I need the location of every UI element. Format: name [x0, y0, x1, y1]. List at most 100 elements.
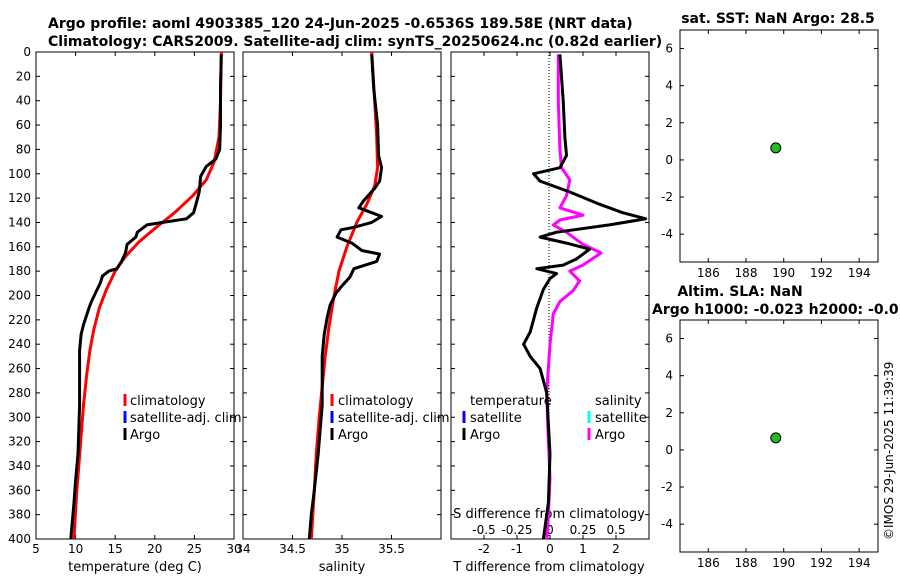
legend-temperature-heading: temperature [470, 394, 552, 409]
sla-map-xtick-label: 188 [735, 556, 758, 570]
s-diff-tick-label: -0.5 [472, 523, 495, 537]
sst-map-xtick-label: 190 [772, 266, 795, 280]
legend-s-argo-label: Argo [595, 428, 625, 443]
legend-climatology-label: climatology [338, 394, 414, 409]
sla-map-ytick-label: -4 [661, 517, 673, 531]
s-diff-tick-label: 0.25 [570, 523, 597, 537]
depth-tick-label: 0 [23, 45, 31, 59]
temperature-x-tick-label: 20 [147, 542, 162, 556]
s-diff-tick-label: 0.5 [606, 523, 625, 537]
sla-map-ytick-label: -2 [661, 480, 673, 494]
sst-map-xtick-label: 188 [735, 266, 758, 280]
legend-argo-label: Argo [130, 428, 160, 443]
temperature-x-tick-label: 10 [68, 542, 83, 556]
sst-title: sat. SST: NaN Argo: 28.5 [681, 11, 875, 27]
sla-map-ytick-label: 0 [665, 443, 673, 457]
difference-legend: temperature satellite Argo salinity sate… [462, 394, 647, 443]
salinity-x-tick-label: 35.5 [378, 542, 405, 556]
sla-map-xtick-label: 186 [697, 556, 720, 570]
tdiff-x-tick-label: 0 [546, 542, 554, 556]
salinity-xlabel: salinity [319, 560, 366, 575]
sla-map-ytick-label: 6 [665, 332, 673, 346]
legend-argo-label: Argo [338, 428, 368, 443]
timestamp: ©IMOS 29-Jun-2025 11:39:39 [882, 362, 896, 540]
s-diff-tick-label: -0.25 [501, 523, 532, 537]
title-line-1: Argo profile: aoml 4903385_120 24-Jun-20… [48, 16, 633, 32]
depth-tick-label: 20 [16, 69, 31, 83]
legend-satellite-label: satellite-adj. clim [338, 411, 450, 426]
sst-map-argo-point [770, 142, 782, 154]
sst-map-ytick-label: -4 [661, 227, 673, 241]
tdiff-x-tick-label: -2 [478, 542, 490, 556]
sla-map-xtick-label: 192 [810, 556, 833, 570]
temperature-xlabel: temperature (deg C) [68, 560, 202, 575]
depth-tick-label: 360 [8, 483, 31, 497]
depth-tick-label: 280 [8, 386, 31, 400]
title-line-2: Climatology: CARS2009. Satellite-adj cli… [48, 34, 662, 50]
s-diff-argo-line [545, 54, 603, 540]
tdiff-x-tick-label: 2 [612, 542, 620, 556]
legend-climatology-label: climatology [130, 394, 206, 409]
depth-tick-label: 100 [8, 167, 31, 181]
legend-satellite-label: satellite-adj. clim [130, 411, 242, 426]
salinity-argo-line [307, 54, 384, 540]
salinity-x-tick-label: 34.5 [279, 542, 306, 556]
tdiff-x-tick-label: 1 [579, 542, 587, 556]
sst-map-axes [679, 29, 879, 263]
tdiff-x-tick-label: -1 [511, 542, 523, 556]
s-diff-tick-label: 0 [546, 523, 554, 537]
temperature-argo-line [69, 54, 223, 540]
plot-marks: 0204060801001201401601802002202402602803… [8, 30, 878, 570]
temperature-x-tick-label: 25 [187, 542, 202, 556]
depth-tick-label: 240 [8, 337, 31, 351]
depth-tick-label: 120 [8, 191, 31, 205]
depth-tick-label: 380 [8, 508, 31, 522]
legend-t-satellite-label: satellite [470, 411, 522, 426]
temperature-x-tick-label: 30 [226, 542, 241, 556]
sst-map-xtick-label: 194 [848, 266, 871, 280]
sla-map-xtick-label: 194 [848, 556, 871, 570]
t-diff-xlabel: T difference from climatology [452, 560, 645, 575]
legend-salinity-heading: salinity [595, 394, 642, 409]
sst-map-ytick-label: 6 [665, 42, 673, 56]
depth-tick-label: 200 [8, 289, 31, 303]
depth-tick-label: 220 [8, 313, 31, 327]
temperature-legend: climatology satellite-adj. clim Argo [123, 394, 242, 443]
sst-map-xtick-label: 192 [810, 266, 833, 280]
sst-map-xtick-label: 186 [697, 266, 720, 280]
salinity-climatology-line [309, 51, 380, 540]
sla-map-axes [679, 319, 879, 553]
salinity-x-tick-label: 35 [334, 542, 349, 556]
depth-tick-label: 340 [8, 459, 31, 473]
sla-title-1: Altim. SLA: NaN [677, 284, 802, 300]
depth-tick-label: 60 [16, 118, 31, 132]
sla-map-argo-point [770, 432, 782, 444]
legend-s-satellite-label: satellite [595, 411, 647, 426]
sla-title-2: Argo h1000: -0.023 h2000: -0.014 [652, 302, 900, 318]
depth-tick-label: 300 [8, 410, 31, 424]
depth-tick-label: 160 [8, 240, 31, 254]
salinity-x-tick-label: 34 [235, 542, 250, 556]
sst-map-ytick-label: 4 [665, 79, 673, 93]
temperature-x-tick-label: 5 [32, 542, 40, 556]
legend-t-argo-label: Argo [470, 428, 500, 443]
sst-map-ytick-label: 0 [665, 153, 673, 167]
salinity-legend: climatology satellite-adj. clim Argo [330, 394, 450, 443]
temperature-axes [35, 51, 235, 540]
sst-map-ytick-label: -2 [661, 190, 673, 204]
sst-map-ytick-label: 2 [665, 116, 673, 130]
temperature-climatology-line [72, 51, 223, 540]
depth-tick-label: 40 [16, 94, 31, 108]
sla-map-xtick-label: 190 [772, 556, 795, 570]
temperature-x-tick-label: 15 [108, 542, 123, 556]
depth-tick-label: 400 [8, 532, 31, 546]
depth-tick-label: 180 [8, 264, 31, 278]
depth-tick-label: 320 [8, 435, 31, 449]
depth-tick-label: 260 [8, 362, 31, 376]
sla-map-ytick-label: 2 [665, 406, 673, 420]
t-diff-argo-line [522, 54, 648, 540]
depth-tick-label: 80 [16, 142, 31, 156]
depth-tick-label: 140 [8, 215, 31, 229]
sla-map-ytick-label: 4 [665, 369, 673, 383]
